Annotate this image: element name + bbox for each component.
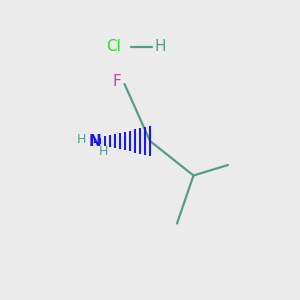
- Text: Cl: Cl: [106, 39, 122, 54]
- Text: F: F: [112, 74, 122, 88]
- Text: H: H: [155, 39, 166, 54]
- Text: H: H: [99, 145, 108, 158]
- Text: N: N: [88, 134, 101, 148]
- Text: H: H: [76, 133, 86, 146]
